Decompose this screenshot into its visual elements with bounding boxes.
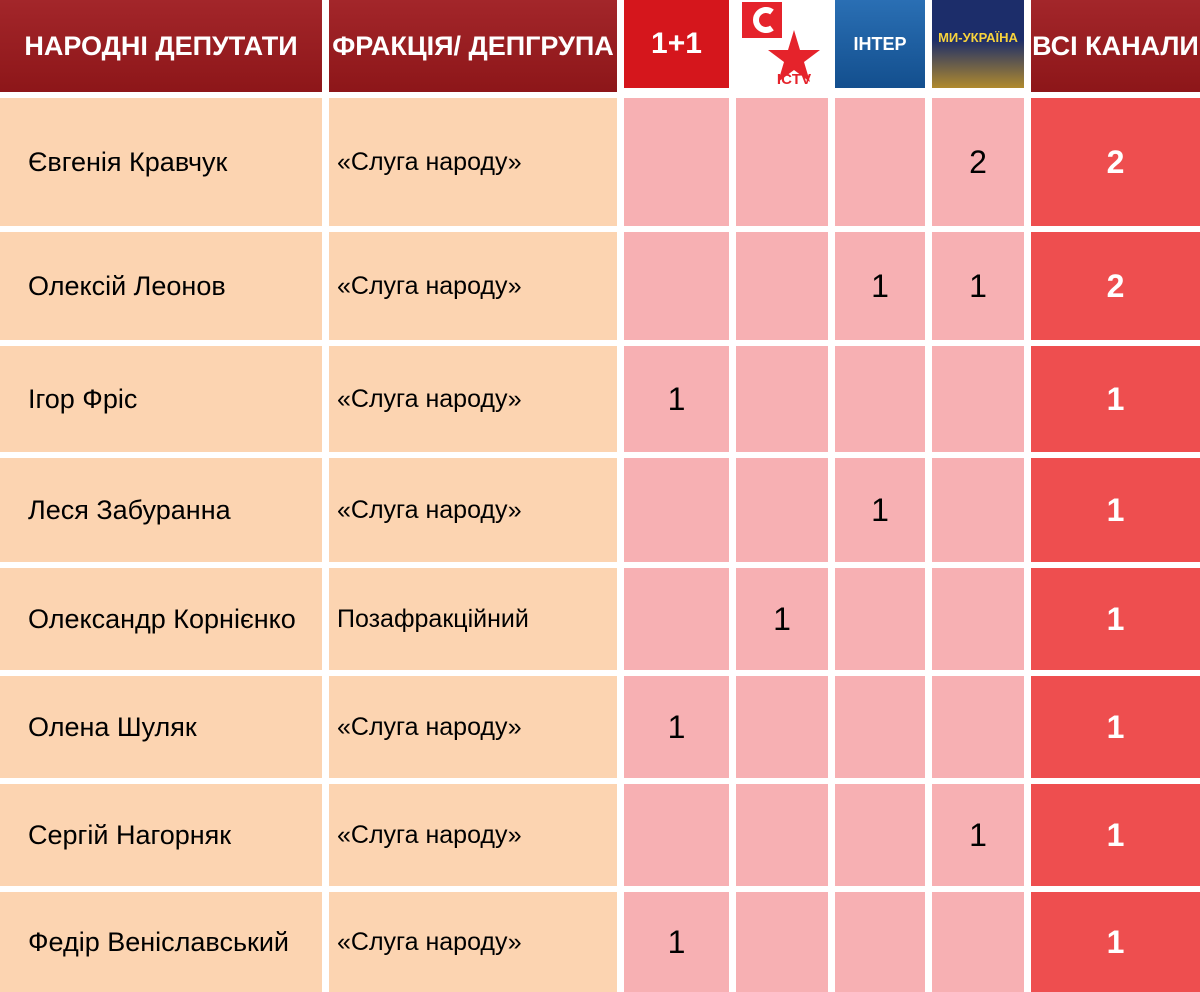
total-count: 2 <box>1031 98 1200 226</box>
channel-count <box>736 98 828 226</box>
header-deputies: НАРОДНІ ДЕПУТАТИ <box>0 0 322 92</box>
total-count: 1 <box>1031 568 1200 670</box>
faction: «Слуга народу» <box>329 98 617 226</box>
logo-ictv: ICTV <box>736 0 828 88</box>
channel-count <box>835 346 925 452</box>
channel-count: 1 <box>736 568 828 670</box>
channel-count <box>736 458 828 562</box>
faction: «Слуга народу» <box>329 346 617 452</box>
channel-count <box>932 676 1024 778</box>
total-count: 1 <box>1031 458 1200 562</box>
deputy-name: Євгенія Кравчук <box>0 98 322 226</box>
channel-count: 1 <box>835 458 925 562</box>
faction: «Слуга народу» <box>329 892 617 992</box>
logo-inter: ІНТЕР <box>835 0 925 88</box>
header-total: ВСІ КАНАЛИ <box>1031 0 1200 92</box>
channel-count <box>932 458 1024 562</box>
channel-count <box>624 232 729 340</box>
channel-count <box>736 346 828 452</box>
channel-count <box>736 892 828 992</box>
faction: «Слуга народу» <box>329 676 617 778</box>
channel-count <box>736 784 828 886</box>
logo-1plus1: 1+1 <box>624 0 729 88</box>
logo-cell: ICTV <box>736 0 828 92</box>
channel-count <box>835 784 925 886</box>
deputy-name: Леся Забуранна <box>0 458 322 562</box>
faction: «Слуга народу» <box>329 458 617 562</box>
deputy-name: Олена Шуляк <box>0 676 322 778</box>
channel-count <box>835 98 925 226</box>
deputy-name: Олександр Корнієнко <box>0 568 322 670</box>
channel-count <box>932 568 1024 670</box>
channel-count <box>624 784 729 886</box>
channel-count <box>932 892 1024 992</box>
channel-count: 1 <box>624 346 729 452</box>
faction: Позафракційний <box>329 568 617 670</box>
logo-ictv-art: ICTV <box>742 2 820 88</box>
faction: «Слуга народу» <box>329 784 617 886</box>
logo-cell: ІНТЕР <box>835 0 925 92</box>
channel-count: 2 <box>932 98 1024 226</box>
deputy-name: Федір Веніславський <box>0 892 322 992</box>
channel-count: 1 <box>932 784 1024 886</box>
channel-count <box>932 346 1024 452</box>
channel-count <box>624 458 729 562</box>
channel-count <box>835 568 925 670</box>
channel-count <box>736 676 828 778</box>
channel-count: 1 <box>835 232 925 340</box>
channel-count <box>624 98 729 226</box>
logo-cell: 1+1 <box>624 0 729 92</box>
total-count: 1 <box>1031 346 1200 452</box>
logo-my-ukraina: МИ-УКРАЇНА <box>932 0 1024 88</box>
total-count: 1 <box>1031 676 1200 778</box>
total-count: 2 <box>1031 232 1200 340</box>
deputy-name: Сергій Нагорняк <box>0 784 322 886</box>
deputy-name: Ігор Фріс <box>0 346 322 452</box>
header-faction: ФРАКЦІЯ/ ДЕПГРУПА <box>329 0 617 92</box>
faction: «Слуга народу» <box>329 232 617 340</box>
total-count: 1 <box>1031 784 1200 886</box>
channel-count <box>736 232 828 340</box>
channel-count: 1 <box>624 892 729 992</box>
total-count: 1 <box>1031 892 1200 992</box>
deputy-name: Олексій Леонов <box>0 232 322 340</box>
logo-cell: МИ-УКРАЇНА <box>932 0 1024 92</box>
channel-count: 1 <box>624 676 729 778</box>
logo-text: ICTV <box>777 71 811 88</box>
channel-count <box>835 676 925 778</box>
channel-count <box>835 892 925 992</box>
channel-count: 1 <box>932 232 1024 340</box>
channel-count <box>624 568 729 670</box>
